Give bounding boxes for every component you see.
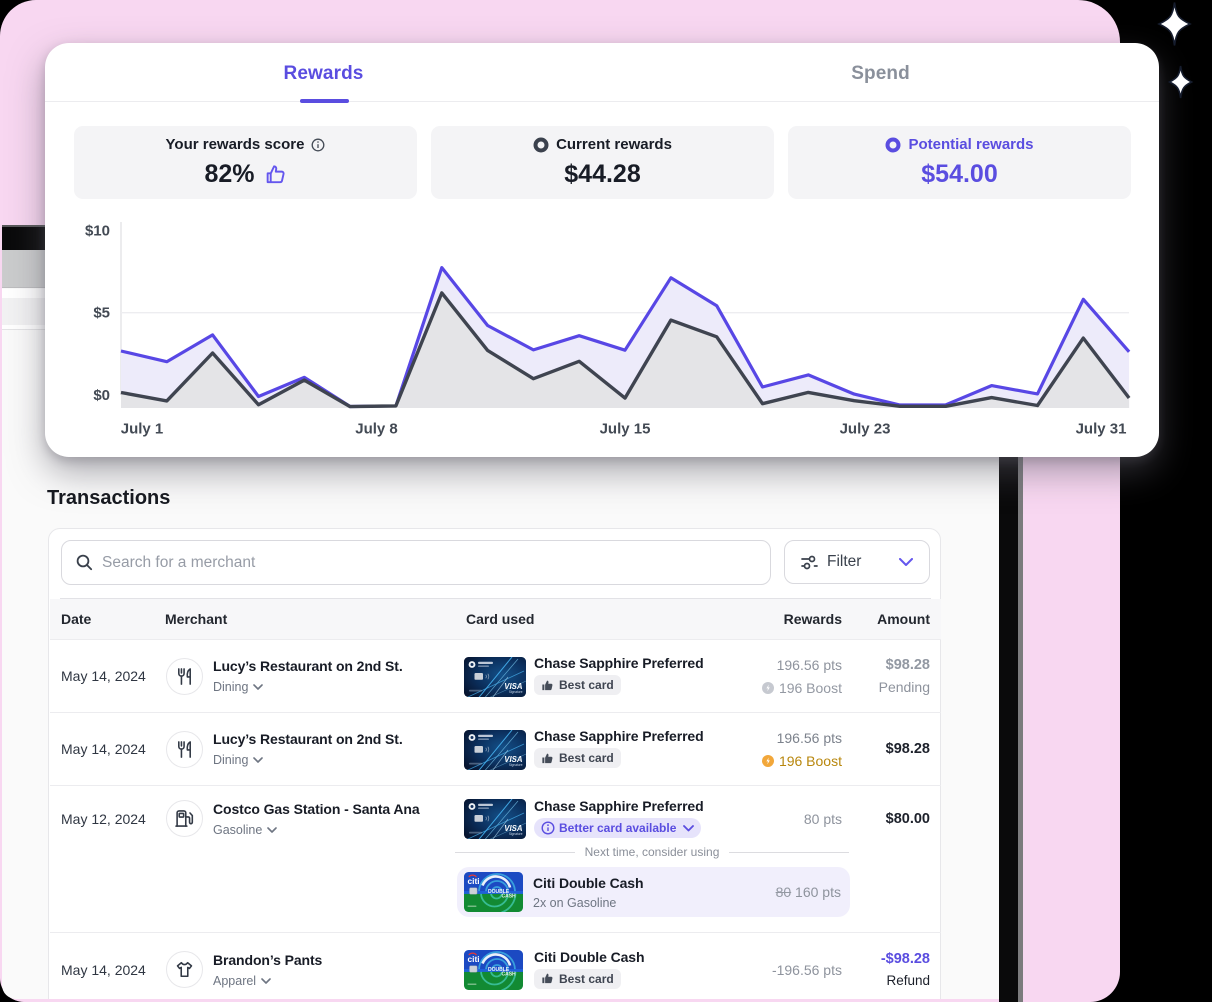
svg-text:CASH: CASH bbox=[502, 971, 517, 977]
svg-text:Signature: Signature bbox=[509, 832, 523, 836]
svg-text:$5: $5 bbox=[93, 305, 110, 322]
svg-text:VISA: VISA bbox=[504, 824, 523, 833]
svg-text:July 15: July 15 bbox=[600, 421, 651, 438]
svg-text:July 1: July 1 bbox=[121, 421, 164, 438]
svg-text:Signature: Signature bbox=[509, 763, 523, 767]
svg-text:DOUBLE: DOUBLE bbox=[488, 889, 510, 895]
svg-text:citi: citi bbox=[468, 954, 480, 964]
svg-text:VISA: VISA bbox=[504, 682, 523, 691]
svg-text:CASH: CASH bbox=[502, 893, 517, 899]
svg-text:citi: citi bbox=[468, 876, 480, 886]
svg-text:July 23: July 23 bbox=[840, 421, 891, 438]
svg-text:VISA: VISA bbox=[504, 755, 523, 764]
svg-text:July 31: July 31 bbox=[1076, 421, 1127, 438]
svg-text:$0: $0 bbox=[93, 387, 110, 404]
svg-text:$10: $10 bbox=[85, 222, 110, 239]
svg-text:Signature: Signature bbox=[509, 690, 523, 694]
svg-text:July 8: July 8 bbox=[355, 421, 398, 438]
svg-text:DOUBLE: DOUBLE bbox=[488, 967, 510, 973]
